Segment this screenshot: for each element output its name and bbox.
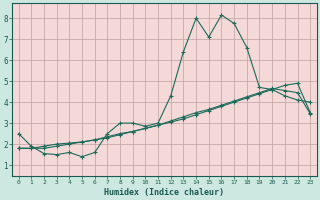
X-axis label: Humidex (Indice chaleur): Humidex (Indice chaleur) xyxy=(104,188,224,197)
